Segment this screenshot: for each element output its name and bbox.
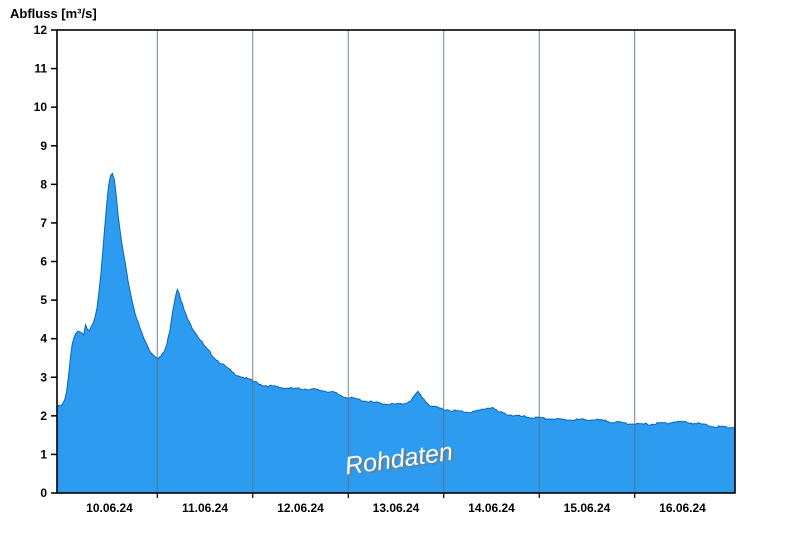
discharge-line xyxy=(56,172,736,429)
y-tick-label: 10 xyxy=(34,100,48,114)
y-tick-label: 11 xyxy=(34,62,47,76)
x-tick-label: 11.06.24 xyxy=(182,501,228,515)
x-tick-label: 13.06.24 xyxy=(373,501,420,515)
y-tick-label: 3 xyxy=(40,370,47,384)
chart-title: Abfluss [m³/s] xyxy=(10,6,97,21)
discharge-area xyxy=(57,173,735,493)
x-tick-label: 15.06.24 xyxy=(564,501,611,515)
x-tick-label: 14.06.24 xyxy=(468,501,515,515)
y-tick-label: 9 xyxy=(40,139,47,153)
y-tick-label: 7 xyxy=(40,216,47,230)
x-tick-label: 10.06.24 xyxy=(86,501,133,515)
y-tick-label: 4 xyxy=(40,332,47,346)
y-tick-label: 2 xyxy=(40,409,47,423)
y-tick-label: 6 xyxy=(40,255,47,269)
x-tick-label: 12.06.24 xyxy=(277,501,324,515)
y-tick-label: 5 xyxy=(40,293,47,307)
y-tick-label: 12 xyxy=(34,23,48,37)
y-tick-label: 8 xyxy=(40,177,47,191)
y-tick-label: 0 xyxy=(40,486,47,500)
x-tick-label: 16.06.24 xyxy=(659,501,706,515)
y-tick-label: 1 xyxy=(40,447,47,461)
